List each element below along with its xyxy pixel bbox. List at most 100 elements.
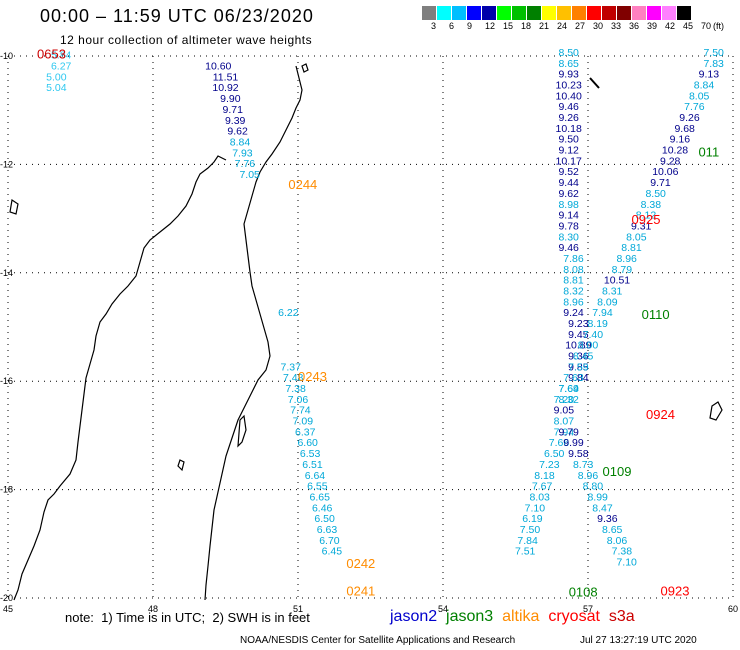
legend-item-s3a: s3a: [608, 608, 635, 625]
scale-label: 27: [575, 21, 586, 31]
wave-height-value: 8.05: [626, 231, 647, 243]
sainte-marie-island: [237, 414, 247, 448]
scale-swatch: [467, 6, 482, 20]
scale-swatch: [557, 6, 572, 20]
wave-height-value: 9.68: [674, 123, 695, 135]
scale-swatch: [572, 6, 587, 20]
pass-time-label: 0241: [346, 583, 375, 598]
pass-time-label: 0110: [642, 307, 670, 322]
legend-item-jason3: jason3: [446, 608, 503, 625]
wave-height-value: 9.93: [558, 69, 579, 81]
wave-height-value: 6.19: [522, 513, 543, 525]
wave-height-value: 8.96: [563, 296, 584, 308]
wave-height-value: 9.58: [568, 448, 589, 460]
wave-height-value: 8.32: [563, 285, 584, 297]
wave-height-value: 7.63: [563, 372, 584, 384]
small-island-west-2: [177, 459, 185, 472]
legend-item-cryosat: cryosat: [548, 608, 609, 625]
wave-height-value: 8.79: [612, 264, 633, 276]
wave-height-value: 9.16: [670, 134, 691, 146]
wave-height-value: 10.18: [556, 123, 582, 135]
wave-height-value: 9.99: [563, 437, 584, 449]
scale-swatch: [482, 6, 497, 20]
wave-height-value: 7.10: [616, 556, 637, 568]
wave-height-value: 6.50: [544, 448, 565, 460]
lat-tick-label: -18: [0, 485, 13, 495]
scale-label: 3: [431, 21, 437, 31]
wave-height-value: 8.06: [607, 535, 628, 547]
wave-height-value: 8.31: [602, 285, 623, 297]
lat-tick-label: -20: [0, 593, 13, 603]
axis-tick-labels: 45 48 51 54 57 60 -10 -12 -14 -16 -18 -20: [0, 51, 738, 614]
wave-height-value: 9.85: [568, 361, 589, 373]
pass-time-label: 011: [698, 144, 719, 159]
wave-height-value: 5.04: [46, 82, 67, 94]
scale-label: 18: [521, 21, 532, 31]
wave-height-value: 7.84: [517, 535, 538, 547]
wave-height-value: 9.28: [660, 155, 681, 167]
wave-height-value: 8.81: [621, 242, 642, 254]
lon-tick-label: 54: [438, 604, 448, 614]
wave-height-value: 7.37: [281, 361, 302, 373]
wave-height-value: 9.79: [558, 426, 579, 438]
wave-height-value: 9.24: [563, 307, 584, 319]
wave-height-value: 9.39: [225, 115, 246, 127]
wave-height-value: 8.00: [578, 340, 599, 352]
wave-height-value: 7.50: [520, 524, 541, 536]
scale-swatch: [422, 6, 437, 20]
wave-height-value: 9.31: [631, 220, 652, 232]
wave-height-value: 9.13: [699, 69, 720, 81]
legend-item-jason2: jason2: [390, 608, 447, 625]
scale-swatch: [452, 6, 467, 20]
wave-height-value: 9.62: [227, 126, 248, 138]
wave-height-value: 9.36: [568, 351, 589, 363]
wave-height-value: 7.48: [283, 372, 304, 384]
wave-height-value: 6.51: [302, 459, 323, 471]
scale-label: 33: [611, 21, 622, 31]
wave-height-value: 7.23: [539, 459, 560, 471]
coastline: [9, 63, 723, 601]
wave-height-value: 8.08: [563, 264, 584, 276]
wave-height-value: 7.38: [612, 546, 633, 558]
scale-swatch: [512, 6, 527, 20]
lat-tick-label: -12: [0, 159, 13, 169]
wave-height-value: 7.05: [239, 169, 260, 181]
scale-label: 6: [449, 21, 455, 31]
wave-height-value: 8.50: [558, 47, 579, 59]
wave-height-value: 10.06: [652, 166, 678, 178]
wave-height-value: 9.36: [597, 513, 618, 525]
pass-time-labels: 011 0110 0109 0108 0244 0243 0242 0241 0925 0924 0…: [37, 47, 719, 600]
wave-height-value: 6.60: [297, 437, 318, 449]
wave-height-value: 7.66: [549, 437, 570, 449]
scale-swatch: [497, 6, 512, 20]
wave-height-value: 6.65: [310, 491, 331, 503]
nosy-be-island: [301, 63, 309, 73]
pass-time-label: 0925: [632, 212, 661, 227]
wave-height-value: 7.74: [290, 405, 311, 417]
pass-time-label: 0924: [646, 407, 675, 422]
page-subtitle: 12 hour collection of altimeter wave hei…: [60, 33, 313, 47]
wave-height-value: 8.50: [645, 188, 666, 200]
lat-tick-label: -14: [0, 268, 13, 278]
wave-height-value: 8.84: [694, 80, 715, 92]
wave-height-value: 7.10: [525, 502, 546, 514]
scale-swatch: [437, 6, 452, 20]
wave-height-value: 8.19: [587, 318, 608, 330]
wave-height-value: 5.00: [46, 71, 67, 83]
wave-height-value: 8.12: [636, 210, 657, 222]
wave-height-value: 9.84: [568, 372, 589, 384]
wave-height-value: 9.23: [568, 318, 589, 330]
wave-height-value: 9.71: [650, 177, 671, 189]
wave-height-value: 9.78: [558, 220, 579, 232]
color-scale-labels: 3 6 9 12 15 18 21 24 27 30 33 36 39 42 45 70: [422, 21, 740, 33]
lon-tick-label: 51: [293, 604, 303, 614]
pass-time-label: 0244: [288, 177, 317, 192]
lon-tick-label: 48: [148, 604, 158, 614]
wave-height-value: 6.55: [307, 481, 328, 493]
wave-height-value: 8.18: [534, 470, 555, 482]
wave-height-value: 8.96: [578, 470, 599, 482]
wave-height-value: 8.30: [558, 231, 579, 243]
satellite-legend: jason2 jason3 altika cryosat s3a: [390, 608, 635, 626]
wave-height-value: 9.26: [558, 112, 579, 124]
wave-height-value: 7.94: [592, 307, 613, 319]
